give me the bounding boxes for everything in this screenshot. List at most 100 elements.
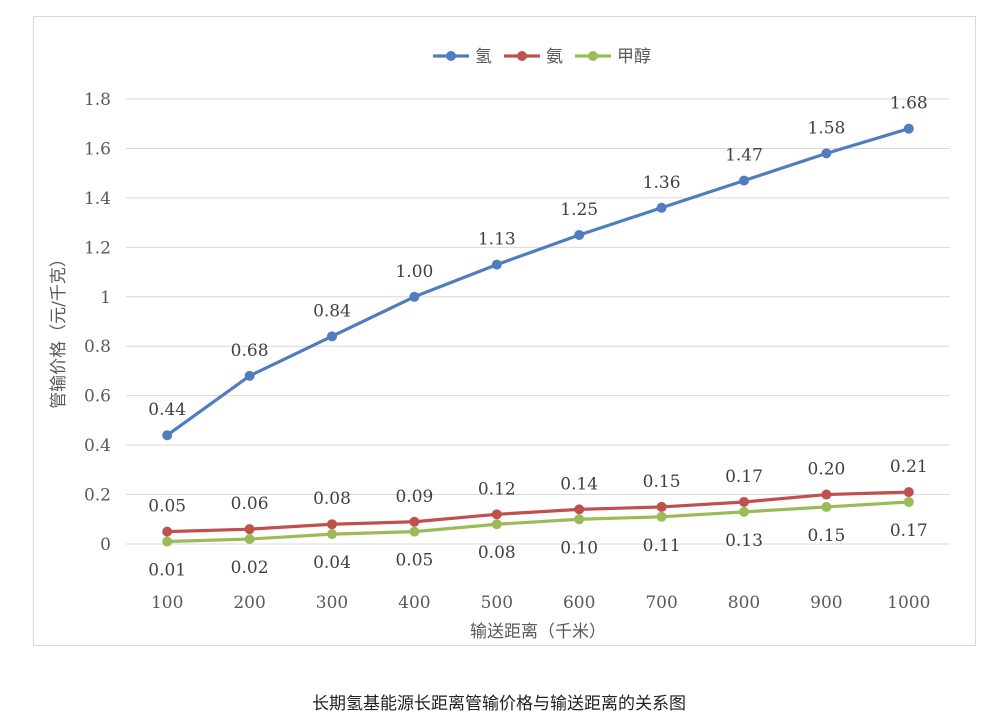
data-label: 0.06: [231, 494, 269, 514]
y-tick-label: 0.6: [84, 387, 111, 407]
y-tick-label: 0: [100, 535, 111, 555]
data-point: [244, 524, 255, 535]
data-point: [574, 514, 585, 525]
data-label: 0.15: [807, 526, 845, 546]
data-point: [327, 331, 337, 342]
series-line: [165, 490, 911, 534]
figure-caption: 长期氢基能源长距离管输价格与输送距离的关系图: [312, 694, 686, 714]
data-point: [244, 534, 255, 545]
data-label: 0.14: [560, 474, 598, 494]
x-tick-label: 700: [645, 593, 677, 613]
data-point: [244, 370, 255, 381]
x-tick-label: 500: [481, 593, 513, 613]
x-tick-label: 100: [151, 593, 183, 613]
data-point: [491, 519, 502, 530]
y-tick-label: 0.2: [84, 486, 111, 506]
data-label: 0.21: [890, 457, 928, 477]
data-label: 1.25: [560, 200, 598, 220]
data-label: 0.68: [231, 341, 269, 361]
data-label: 0.84: [313, 301, 351, 321]
series-1: 0.44 0.68 0.84 1.00 1.13 1.25 1.36 1.47 1.58 1.68: [148, 94, 928, 441]
data-point: [409, 291, 420, 302]
data-point: [656, 511, 667, 522]
y-tick-label: 1.4: [84, 189, 111, 209]
data-label: 1.00: [395, 262, 433, 282]
legend-marker: [446, 51, 456, 61]
data-label: 0.17: [725, 467, 763, 487]
y-tick-label: 1: [100, 288, 111, 308]
data-point: [162, 526, 173, 537]
data-point: [821, 501, 832, 512]
data-point: [409, 516, 420, 527]
data-point: [491, 509, 502, 520]
series-3: 0.01 0.02 0.04 0.05 0.08 0.10 0.11 0.13 0.15 0.17: [148, 496, 928, 581]
line-chart: 0 0.2 0.4 0.6 0.8 1 1.2 1.4 1.6 1.8 100 200 300 400 50…: [49, 47, 950, 642]
data-label: 0.17: [890, 521, 928, 541]
data-label: 0.02: [231, 558, 269, 578]
gridlines: [126, 98, 950, 545]
x-tick-label: 200: [233, 593, 265, 613]
data-label: 0.04: [313, 553, 351, 573]
x-tick-label: 300: [316, 593, 348, 613]
data-point: [903, 496, 914, 507]
data-label: 0.10: [560, 538, 598, 558]
x-axis-title: 输送距离（千米）: [470, 622, 606, 642]
legend-label: 氢: [475, 47, 492, 67]
data-label: 0.01: [148, 561, 186, 581]
data-label: 0.08: [478, 543, 516, 563]
data-point: [656, 202, 667, 213]
data-label: 1.68: [890, 94, 928, 114]
y-tick-label: 0.4: [84, 436, 111, 456]
legend-item: 氨: [504, 47, 563, 67]
data-point: [574, 504, 585, 515]
data-label: 1.13: [478, 230, 516, 250]
data-point: [409, 526, 420, 537]
x-tick-label: 400: [398, 593, 430, 613]
data-point: [739, 175, 749, 186]
legend: 氢 氨 甲醇: [433, 47, 651, 67]
y-tick-label: 1.8: [84, 90, 111, 110]
x-tick-label: 1000: [887, 593, 930, 613]
legend-item: 氢: [433, 47, 492, 67]
data-label: 0.15: [643, 472, 681, 492]
series-line: [165, 127, 911, 437]
data-label: 0.44: [148, 400, 186, 420]
y-axis-ticks: 0 0.2 0.4 0.6 0.8 1 1.2 1.4 1.6 1.8: [84, 90, 111, 555]
y-tick-label: 1.6: [84, 139, 111, 159]
y-tick-label: 1.2: [84, 238, 111, 258]
data-label: 0.12: [478, 479, 516, 499]
data-point: [327, 529, 337, 540]
data-label: 0.20: [807, 460, 845, 480]
data-point: [162, 536, 173, 547]
data-point: [821, 489, 832, 500]
data-point: [491, 259, 502, 270]
data-label: 0.08: [313, 489, 351, 509]
data-label: 0.13: [725, 531, 763, 551]
y-axis-title: 管输价格（元/千克）: [49, 250, 69, 409]
data-point: [739, 506, 749, 517]
data-point: [903, 487, 914, 498]
data-point: [574, 229, 585, 240]
data-label: 0.05: [395, 551, 433, 571]
legend-label: 氨: [546, 47, 563, 67]
data-label: 0.09: [395, 487, 433, 507]
data-label: 1.47: [725, 146, 763, 166]
legend-marker: [517, 51, 527, 61]
legend-marker: [588, 51, 598, 61]
data-point: [739, 496, 749, 507]
chart-frame: 0 0.2 0.4 0.6 0.8 1 1.2 1.4 1.6 1.8 100 200 300 400 50…: [33, 16, 976, 646]
data-point: [656, 501, 667, 512]
legend-item: 甲醇: [575, 47, 651, 67]
data-point: [821, 148, 832, 159]
x-axis-ticks: 100 200 300 400 500 600 700 800 900 1000: [151, 593, 930, 613]
series-line: [165, 500, 911, 544]
y-tick-label: 0.8: [84, 337, 111, 357]
data-point: [162, 430, 173, 441]
data-label: 1.58: [807, 118, 845, 138]
x-tick-label: 800: [728, 593, 760, 613]
legend-label: 甲醇: [617, 47, 651, 67]
data-label: 0.05: [148, 497, 186, 517]
series-2: 0.05 0.06 0.08 0.09 0.12 0.14 0.15 0.17 0.20 0.21: [148, 457, 928, 537]
x-tick-label: 900: [810, 593, 842, 613]
x-tick-label: 600: [563, 593, 595, 613]
